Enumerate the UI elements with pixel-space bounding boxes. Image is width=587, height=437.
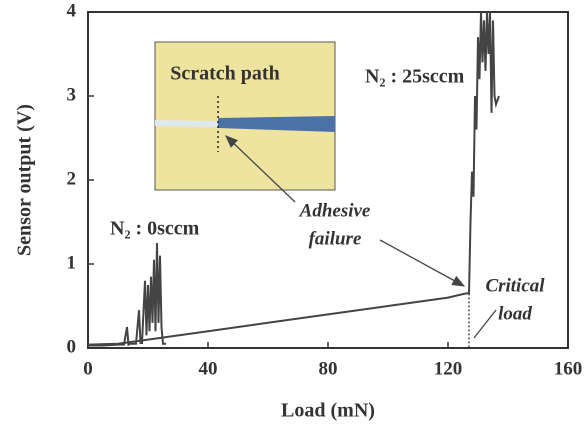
annotation: Critical <box>485 275 545 296</box>
data-line <box>88 242 166 347</box>
scratch-track <box>218 116 335 132</box>
annotation: failure <box>309 228 362 249</box>
y-tick-label: 2 <box>67 168 77 189</box>
series-label: N₂ : 0sccm <box>110 218 200 240</box>
inset-title: Scratch path <box>170 63 279 85</box>
y-axis-label: Sensor output (V) <box>14 104 36 256</box>
arrow <box>379 239 466 287</box>
y-tick-label: 1 <box>67 252 77 273</box>
arrow <box>225 135 296 203</box>
y-tick-label: 0 <box>67 336 77 357</box>
x-tick-label: 120 <box>434 358 463 379</box>
scratch-light <box>155 120 218 127</box>
y-tick-label: 3 <box>67 84 77 105</box>
x-tick-label: 80 <box>319 358 338 379</box>
pointer-line <box>473 309 497 339</box>
series-label: N₂ : 25sccm <box>365 66 465 88</box>
x-tick-label: 160 <box>554 358 583 379</box>
x-axis-label: Load (mN) <box>281 400 375 422</box>
inset: Scratch path <box>154 41 336 191</box>
x-tick-label: 40 <box>199 358 218 379</box>
annotation: Adhesive <box>299 200 371 221</box>
annotation: load <box>498 303 532 324</box>
inset-image <box>154 41 336 191</box>
data-line <box>87 11 500 346</box>
y-tick-label: 4 <box>67 0 77 21</box>
x-tick-label: 0 <box>83 358 93 379</box>
